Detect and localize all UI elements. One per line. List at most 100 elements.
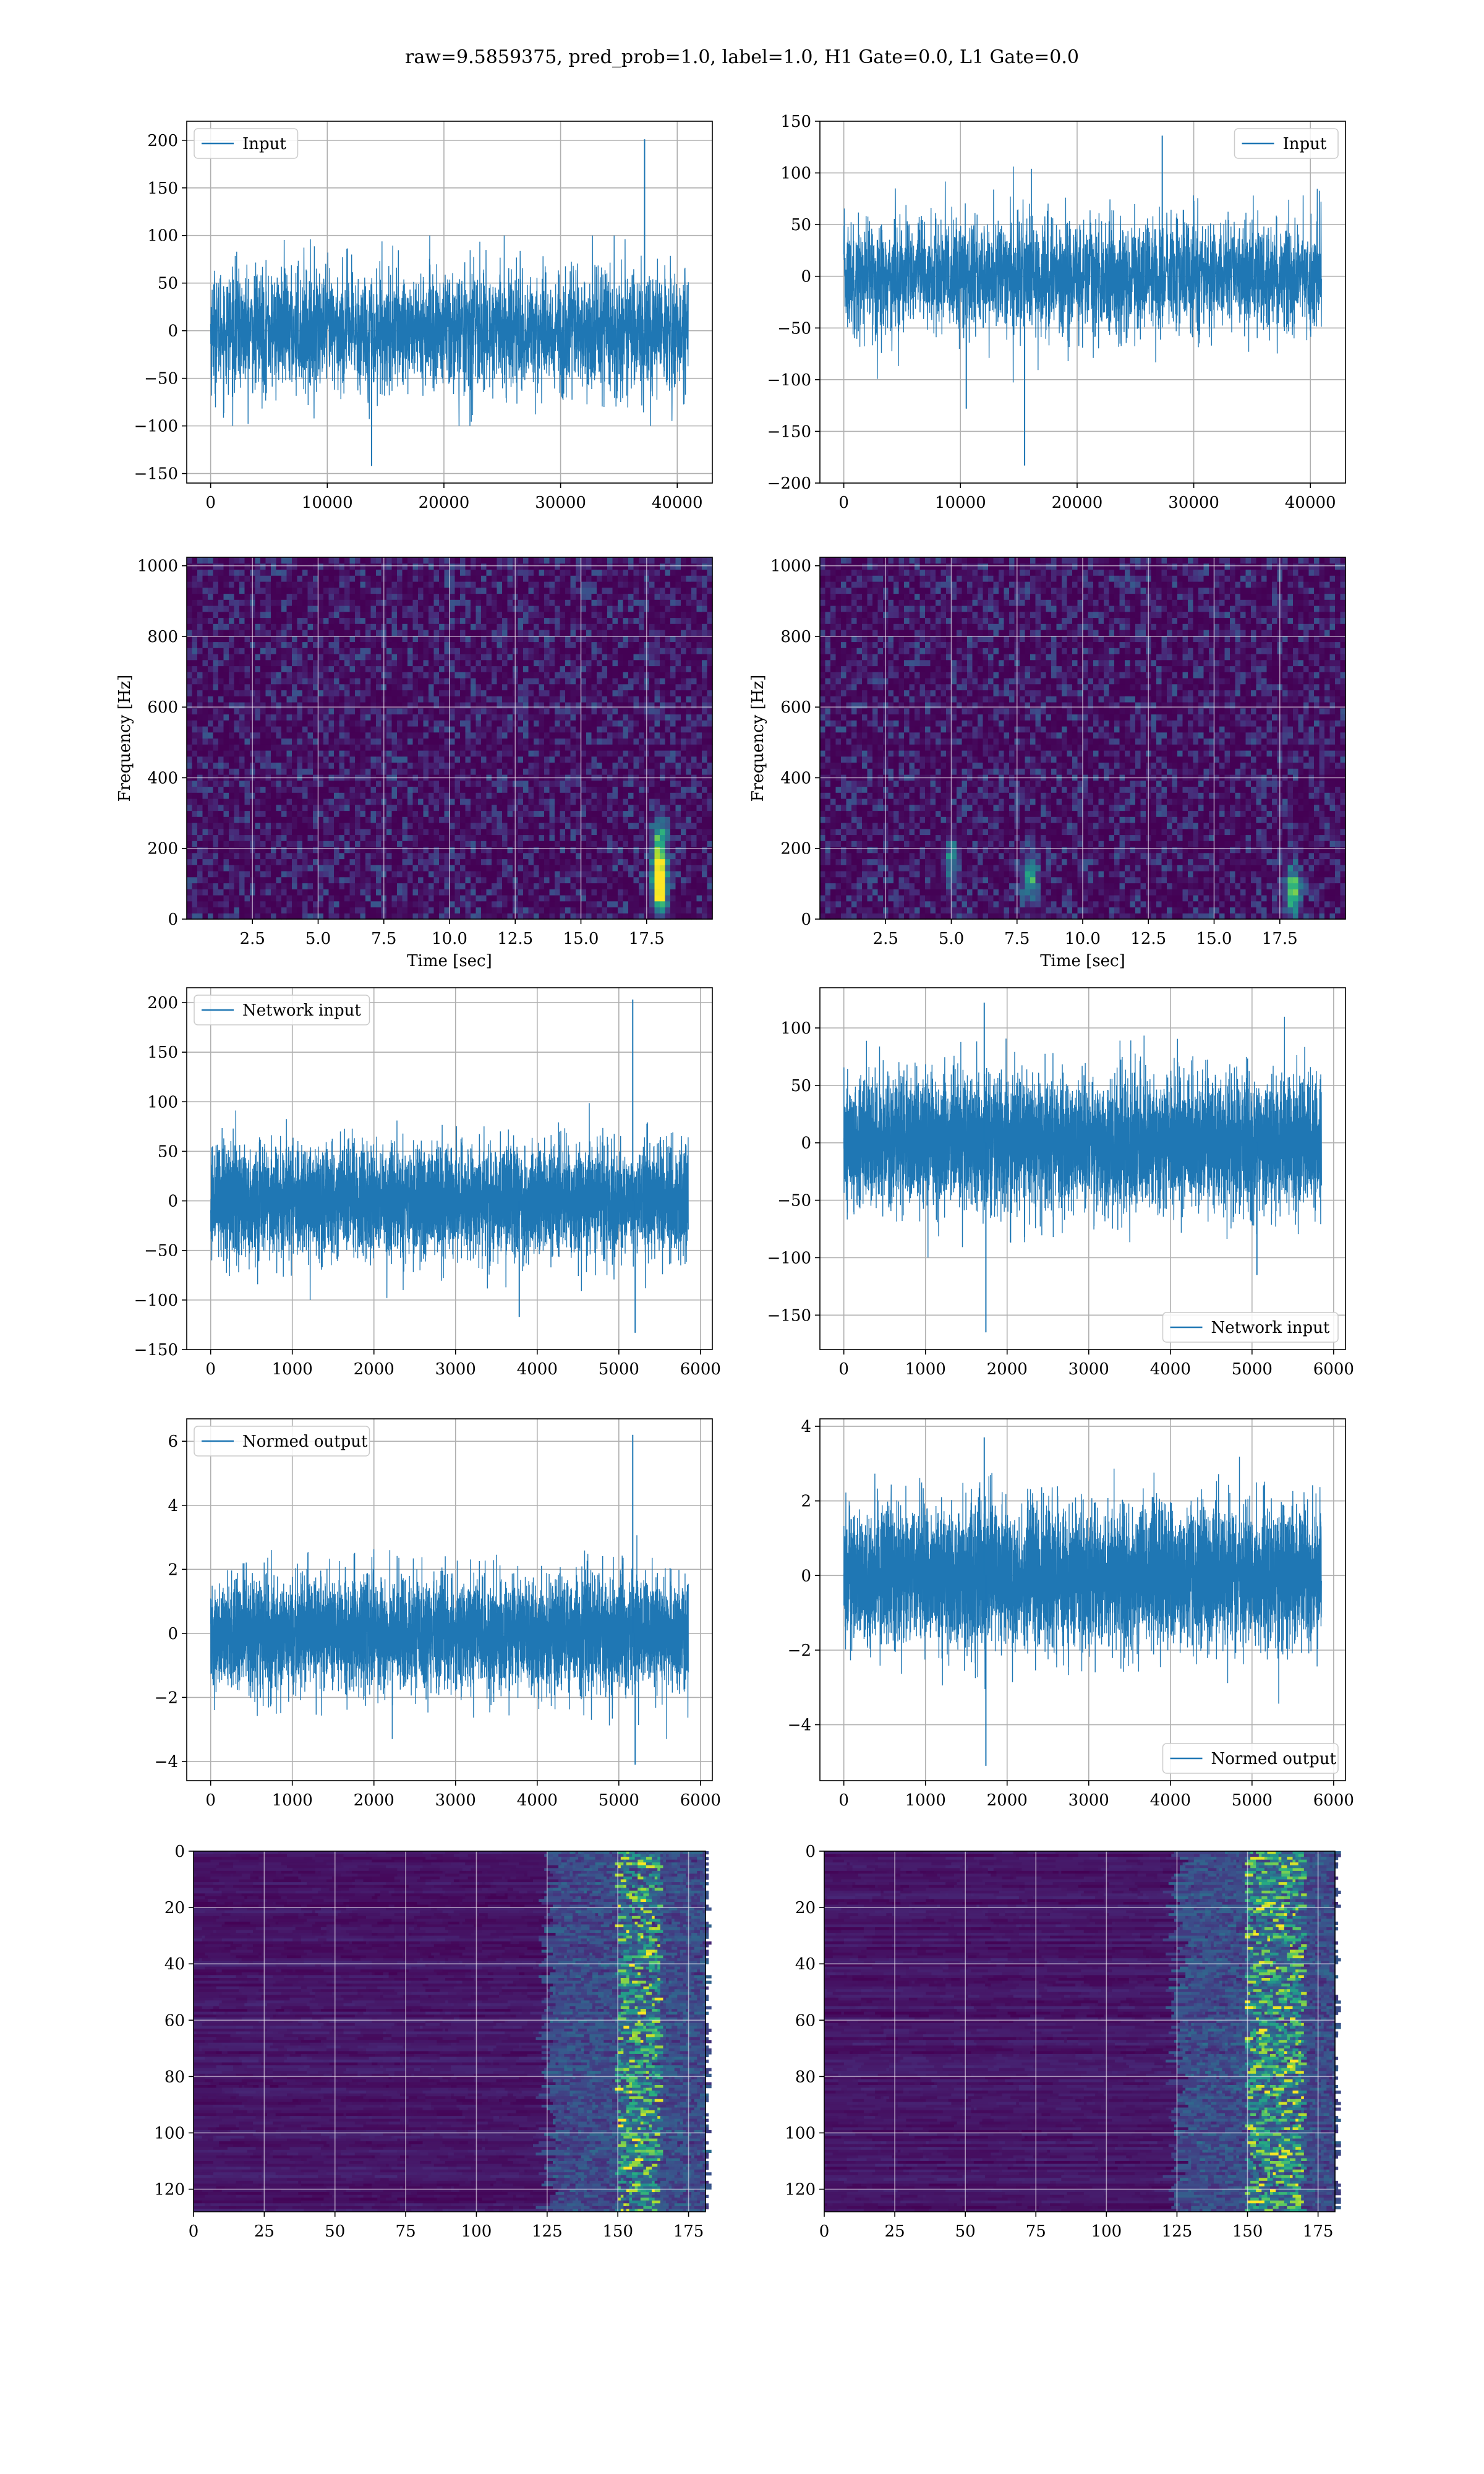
spectrogram-left-cell xyxy=(255,787,261,793)
spectrogram-left-cell xyxy=(466,805,471,811)
spectrogram-left-cell xyxy=(403,756,408,763)
spectrogram-left-cell xyxy=(460,865,466,871)
spectrogram-left-cell xyxy=(292,792,297,798)
spectrogram-left-cell xyxy=(218,708,224,714)
spectrogram-left-cell xyxy=(397,732,403,738)
spectrogram-left-cell xyxy=(260,750,266,756)
spectrogram-left-cell xyxy=(439,599,445,606)
spectrogram-left-cell xyxy=(355,581,360,588)
spectrogram-left-cell xyxy=(344,606,350,612)
spectrogram-left-cell xyxy=(376,823,382,829)
spectrogram-left-cell xyxy=(376,763,382,769)
spectrogram-left-cell xyxy=(192,720,198,726)
spectrogram-left-cell xyxy=(455,672,461,678)
spectrogram-left-cell xyxy=(229,768,234,774)
spectrogram-left-cell xyxy=(229,594,234,600)
spectrogram-left-cell xyxy=(260,744,266,750)
spectrogram-left-cell xyxy=(407,623,413,630)
spectrogram-left-cell xyxy=(403,630,408,636)
spectrogram-left-cell xyxy=(192,841,198,847)
spectrogram-left-cell xyxy=(466,606,471,612)
spectrogram-left-cell xyxy=(392,678,398,684)
spectrogram-left-cell xyxy=(218,907,224,914)
spectrogram-left-cell xyxy=(229,901,234,907)
spectrogram-left-cell xyxy=(407,666,413,672)
spectrogram-left-cell xyxy=(434,563,440,570)
spectrogram-left-cell xyxy=(276,581,282,588)
spectrogram-left-cell xyxy=(276,816,282,823)
spectrogram-left-cell xyxy=(245,792,250,798)
spectrogram-left-cell xyxy=(334,630,339,636)
spectrogram-left-cell xyxy=(355,666,360,672)
spectrogram-left-cell xyxy=(187,690,192,696)
spectrogram-left-cell xyxy=(302,599,308,606)
spectrogram-left-cell xyxy=(360,895,366,901)
spectrogram-left-cell xyxy=(466,594,471,600)
spectrogram-left-cell xyxy=(255,781,261,787)
spectrogram-left-cell xyxy=(403,618,408,624)
spectrogram-left-cell xyxy=(386,895,392,901)
spectrogram-left-cell xyxy=(187,660,192,666)
spectrogram-left-cell xyxy=(297,853,303,859)
spectrogram-left-cell xyxy=(344,865,350,871)
spectrogram-left-cell xyxy=(266,684,271,690)
spectrogram-left-cell xyxy=(466,913,471,919)
spectrogram-left-cell xyxy=(429,835,434,841)
spectrogram-left-cell xyxy=(239,841,245,847)
spectrogram-left-cell xyxy=(360,654,366,660)
spectrogram-left-cell xyxy=(403,666,408,672)
spectrogram-left-cell xyxy=(360,660,366,666)
spectrogram-left-cell xyxy=(281,720,287,726)
spectrogram-left-cell xyxy=(271,726,276,732)
spectrogram-left-cell xyxy=(260,648,266,654)
spectrogram-left-cell xyxy=(192,865,198,871)
spectrogram-left-cell xyxy=(218,811,224,817)
spectrogram-left-cell xyxy=(339,642,345,648)
spectrogram-left-cell xyxy=(192,654,198,660)
spectrogram-left-cell xyxy=(287,853,292,859)
spectrogram-left-cell xyxy=(239,763,245,769)
spectrogram-left-cell xyxy=(334,835,339,841)
spectrogram-left-cell xyxy=(434,588,440,594)
spectrogram-left-cell xyxy=(350,859,356,865)
spectrogram-left-cell xyxy=(234,895,240,901)
spectrogram-left-cell xyxy=(292,883,297,889)
spectrogram-left-cell xyxy=(187,708,192,714)
spectrogram-left-cell xyxy=(355,575,360,581)
spectrogram-left-cell xyxy=(260,895,266,901)
spectrogram-left-cell xyxy=(392,883,398,889)
spectrogram-left-cell xyxy=(413,829,419,835)
spectrogram-left-cell xyxy=(287,792,292,798)
spectrogram-left-cell xyxy=(213,763,219,769)
spectrogram-left-cell xyxy=(292,871,297,877)
spectrogram-left-cell xyxy=(255,660,261,666)
spectrogram-left-cell xyxy=(208,623,213,630)
spectrogram-left-cell xyxy=(407,606,413,612)
spectrogram-left-cell xyxy=(407,630,413,636)
spectrogram-left-cell xyxy=(392,690,398,696)
spectrogram-left-cell xyxy=(245,756,250,763)
spectrogram-left-cell xyxy=(224,708,229,714)
spectrogram-left-cell xyxy=(434,750,440,756)
spectrogram-left-cell xyxy=(350,883,356,889)
spectrogram-left-cell xyxy=(281,588,287,594)
spectrogram-left-cell xyxy=(234,744,240,750)
spectrogram-left-cell xyxy=(218,720,224,726)
spectrogram-left-cell xyxy=(418,726,424,732)
spectrogram-left-cell xyxy=(297,581,303,588)
spectrogram-left-cell xyxy=(407,781,413,787)
spectrogram-left-cell xyxy=(344,570,350,576)
spectrogram-left-cell xyxy=(466,612,471,618)
spectrogram-left-cell xyxy=(376,768,382,774)
spectrogram-left-cell xyxy=(292,895,297,901)
spectrogram-left-cell xyxy=(281,618,287,624)
spectrogram-left-cell xyxy=(418,575,424,581)
spectrogram-left-cell xyxy=(439,816,445,823)
spectrogram-left-cell xyxy=(434,599,440,606)
spectrogram-left-cell xyxy=(418,805,424,811)
spectrogram-left-cell xyxy=(418,630,424,636)
spectrogram-left-cell xyxy=(208,557,213,563)
spectrogram-left-cell xyxy=(308,594,313,600)
spectrogram-left-cell xyxy=(197,841,203,847)
spectrogram-left-cell xyxy=(460,666,466,672)
